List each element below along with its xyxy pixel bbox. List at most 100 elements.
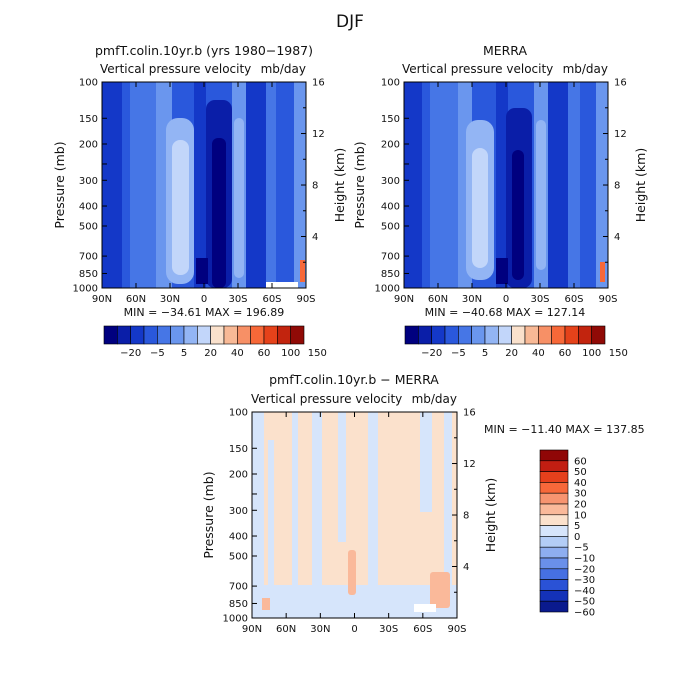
panel-merra-title: MERRA [483,43,528,58]
band [548,82,568,288]
colorbar-label: 5 [574,521,580,532]
panel-model-units: mb/day [261,62,306,76]
panel-merra-subtitle: Vertical pressure velocity [402,62,553,76]
colorbar-label: 30 [574,489,587,500]
y2-tick-label: 16 [312,78,325,89]
band [102,82,122,288]
panel-difference-field [252,412,457,618]
colorbar-label: 10 [574,510,587,521]
x-tick-label: 60N [276,624,296,635]
band [404,82,422,288]
band [512,150,524,280]
colorbar-swatch [564,325,579,345]
band [496,258,508,284]
y-tick-label: 700 [229,582,248,593]
colorbar-label: 40 [231,348,244,359]
y-tick-label: 500 [229,551,248,562]
colorbar-swatch [539,471,569,483]
band [276,82,294,288]
panel-model-y2-ticks: 16 12 8 4 [301,78,325,263]
y-tick-label: 200 [229,470,248,481]
x-tick-label: 90S [447,624,466,635]
colorbar-label: −10 [574,554,595,565]
band [338,412,346,542]
band [266,82,276,288]
band [246,82,266,288]
colorbar-swatch [539,536,569,548]
panel-merra-units: mb/day [563,62,608,76]
colorbar-swatch [539,514,569,526]
panel-difference-y2-ticks: 16 12 8 4 [452,408,476,593]
x-tick-label: 60S [262,294,281,305]
x-tick-label: 60S [564,294,583,305]
colorbar-swatch [524,325,539,345]
panel-merra: MERRA Vertical pressure velocity mb/day … [352,43,648,359]
band [172,140,189,275]
colorbar-swatch [539,590,569,602]
colorbar-swatch [511,325,526,345]
colorbar-swatch [578,325,592,345]
colorbar-swatch [210,325,225,345]
colorbar-label: −5 [574,543,589,554]
panel-merra-field [404,82,608,288]
band [536,120,546,270]
colorbar-label: −5 [451,348,466,359]
colorbar-swatch [404,325,419,345]
x-tick-label: 30N [462,294,482,305]
x-tick-label: 90N [92,294,112,305]
panel-model-stats: MIN = −34.61 MAX = 196.89 [124,306,285,319]
colorbar-label: 60 [258,348,271,359]
y-tick-label: 850 [381,269,400,280]
colorbar-swatch [498,325,512,345]
colorbar-label: 20 [204,348,217,359]
y-tick-label: 200 [381,140,400,151]
band [234,118,244,278]
colorbar-swatch [539,482,569,494]
colorbar-swatch [117,325,131,345]
colorbar-swatch [223,325,238,345]
y2-tick-label: 16 [614,78,627,89]
panel-difference-y-label: Pressure (mb) [201,471,216,558]
colorbar-swatch [103,325,118,345]
y-tick-label: 150 [79,114,98,125]
y-tick-label: 300 [229,506,248,517]
y-tick-label: 150 [229,444,248,455]
colorbar-label: 0 [574,532,580,543]
colorbar-swatch [539,460,569,472]
band [212,138,226,288]
colorbar-label: 60 [574,456,587,467]
colorbar-label: −20 [120,348,141,359]
band [568,82,580,288]
colorbar-label: 20 [505,348,518,359]
panel-difference-x-ticks: 90N 60N 30N 0 30S 60S 90S [242,412,467,635]
panel-model-colorbar: −20 −5 5 20 40 60 100 150 [103,325,327,359]
y-tick-label: 100 [381,78,400,89]
x-tick-label: 30N [310,624,330,635]
colorbar-swatch [250,325,265,345]
x-tick-label: 30S [228,294,247,305]
colorbar-swatch [539,568,569,580]
panel-merra-stats: MIN = −40.68 MAX = 127.14 [425,306,586,319]
figure-title: DJF [336,12,364,32]
colorbar-swatch [418,325,432,345]
y2-tick-label: 8 [463,511,469,522]
y-tick-label: 850 [229,599,248,610]
colorbar-label: 150 [609,348,628,359]
colorbar-label: 100 [281,348,300,359]
x-tick-label: 30S [379,624,398,635]
band [348,550,356,595]
colorbar-label: −30 [574,575,595,586]
colorbar-swatch [237,325,251,345]
colorbar-label: 150 [308,348,327,359]
y-tick-label: 400 [381,202,400,213]
x-tick-label: 60S [413,624,432,635]
colorbar-swatch [539,600,569,613]
colorbar-label: 5 [482,348,488,359]
band [600,262,605,282]
y-tick-label: 200 [79,140,98,151]
colorbar-swatch [157,325,171,345]
band [368,412,378,618]
colorbar-swatch [471,325,486,345]
band [196,258,208,284]
